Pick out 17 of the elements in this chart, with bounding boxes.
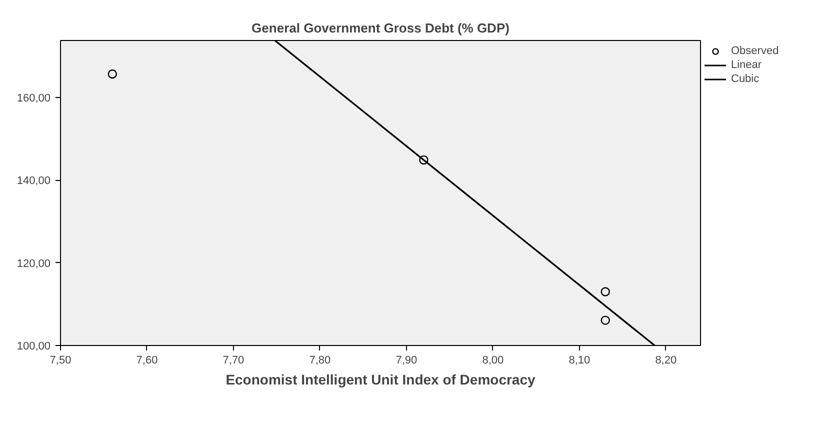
- y-tick-label: 100,00: [16, 340, 51, 352]
- x-tick-label: 8,10: [568, 354, 590, 366]
- x-tick-label: 7,60: [136, 354, 158, 366]
- chart-title: General Government Gross Debt (% GDP): [252, 20, 510, 36]
- y-tick-label: 160,00: [16, 92, 51, 105]
- x-axis-title: Economist Intelligent Unit Index of Democracy: [226, 372, 536, 388]
- x-tick-label: 7,70: [222, 354, 244, 366]
- y-tick-label: 120,00: [16, 258, 51, 270]
- legend-label: Linear: [731, 59, 762, 71]
- x-tick-label: 7,90: [396, 354, 418, 366]
- legend-label: Observed: [731, 45, 779, 57]
- x-tick-label: 7,80: [309, 354, 331, 366]
- y-tick-label: 140,00: [16, 175, 51, 188]
- x-tick-label: 7,50: [50, 354, 72, 366]
- legend-label: Cubic: [731, 73, 760, 85]
- x-tick-label: 8,20: [655, 354, 677, 366]
- x-tick-label: 8,00: [482, 354, 504, 366]
